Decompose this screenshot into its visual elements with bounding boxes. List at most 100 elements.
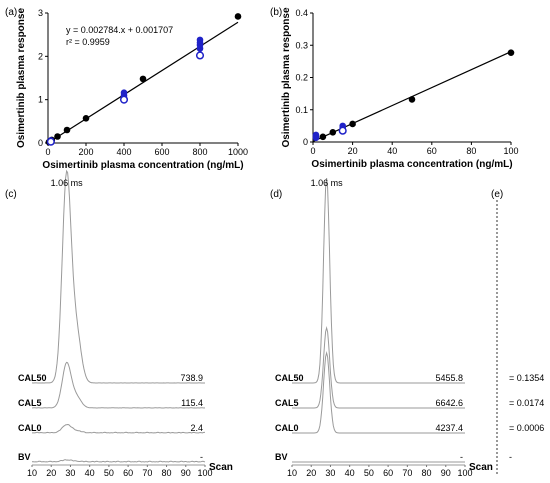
x-tick-label: 30 — [325, 468, 335, 478]
x-tick-label: 60 — [427, 146, 437, 156]
x-tick-label: 90 — [181, 468, 191, 478]
data-point — [195, 51, 205, 60]
data-point — [338, 126, 347, 135]
x-axis-label: Scan — [469, 462, 493, 473]
y-tick-label: 1 — [38, 95, 43, 105]
data-point — [319, 133, 327, 141]
x-tick-label: 50 — [364, 468, 374, 478]
data-point — [82, 115, 90, 122]
peak-label: 1.06 ms — [311, 178, 344, 188]
trace-label: CAL5 — [275, 398, 299, 408]
fit-equation: y = 0.002784.x + 0.001707 — [66, 25, 173, 35]
chromatogram-trace — [292, 326, 465, 409]
x-tick-label: 100 — [197, 468, 212, 478]
trace-value: 2.4 — [190, 423, 203, 433]
x-tick-label: 100 — [503, 146, 518, 156]
x-axis-label: Scan — [209, 462, 233, 473]
data-point — [507, 49, 515, 56]
data-point — [329, 129, 337, 136]
x-tick-label: 600 — [154, 147, 169, 157]
x-tick-label: 90 — [441, 468, 451, 478]
ratio-value: = 0.0174 — [509, 398, 544, 408]
chromatogram-trace — [32, 423, 205, 434]
data-point — [349, 120, 356, 128]
data-point — [196, 36, 204, 44]
y-tick-label: 2 — [38, 51, 43, 61]
ratio-value: = 0.1354 — [509, 373, 544, 383]
y-tick-label: 3 — [38, 8, 43, 18]
data-point — [312, 131, 320, 139]
trace-label: CAL50 — [275, 373, 304, 383]
chromatogram-d: CAL50 5455.8 CAL5 6642.6 CAL0 4237.4 BV - 1.06 m… — [275, 177, 493, 478]
panel-label-e: (e) — [491, 189, 503, 200]
x-tick-label: 40 — [85, 468, 95, 478]
x-tick-label: 70 — [402, 468, 412, 478]
fit-line — [47, 21, 239, 144]
x-tick-label: 0 — [45, 147, 50, 157]
trace-label: CAL0 — [275, 423, 299, 433]
panel-label-c: (c) — [5, 189, 17, 200]
data-point — [119, 95, 129, 104]
x-tick-label: 20 — [46, 468, 56, 478]
y-tick-label: 0.2 — [295, 73, 308, 83]
trace-label: CAL5 — [18, 398, 42, 408]
panel-label-d: (d) — [270, 189, 282, 200]
y-axis-label: Osimertinib plasma response — [281, 7, 292, 147]
chromatogram-trace — [31, 459, 206, 463]
trace-label: BV — [18, 452, 31, 462]
trace-value: - — [200, 452, 203, 462]
x-tick-label: 800 — [192, 147, 207, 157]
trace-value: - — [460, 452, 463, 462]
trace-value: 4237.4 — [435, 423, 463, 433]
data-point — [63, 126, 71, 134]
r-squared: r² = 0.9959 — [66, 37, 110, 47]
x-tick-label: 100 — [457, 468, 472, 478]
x-tick-label: 80 — [422, 468, 432, 478]
panel-label-a: (a) — [5, 7, 17, 18]
x-tick-label: 10 — [27, 468, 37, 478]
data-point — [408, 96, 416, 103]
chromatogram-trace — [31, 169, 205, 384]
trace-label: CAL50 — [18, 373, 47, 383]
trace-label: CAL0 — [18, 423, 42, 433]
trace-value: 6642.6 — [435, 398, 463, 408]
chromatogram-trace — [292, 351, 465, 434]
x-tick-label: 0 — [310, 146, 315, 156]
calibration-chart-a: 0 200 400 600 800 1000 0 1 2 3 Osimertinib plasma … — [16, 8, 248, 171]
x-tick-label: 80 — [162, 468, 172, 478]
x-tick-label: 80 — [466, 146, 476, 156]
x-tick-label: 1000 — [228, 147, 248, 157]
trace-value: 115.4 — [181, 398, 203, 408]
panel-label-b: (b) — [270, 7, 282, 18]
data-point — [139, 75, 147, 83]
chromatogram-c: CAL50 738.9 CAL5 115.4 CAL0 2.4 BV - 1.06 ms 10 20… — [18, 169, 233, 478]
trace-label: BV — [275, 452, 288, 462]
y-tick-label: 0 — [38, 138, 43, 148]
data-point — [46, 137, 55, 146]
chromatogram-trace — [292, 177, 465, 384]
y-tick-label: 0.1 — [295, 105, 308, 115]
y-tick-label: 0 — [303, 137, 308, 147]
trace-value: 5455.8 — [435, 373, 463, 383]
peak-label: 1.06 ms — [51, 178, 84, 188]
x-axis-label: Osimertinib plasma concentration (ng/mL) — [311, 159, 512, 170]
x-tick-label: 200 — [78, 147, 93, 157]
x-tick-label: 20 — [348, 146, 358, 156]
x-axis-label: Osimertinib plasma concentration (ng/mL) — [42, 160, 243, 171]
data-point — [234, 13, 242, 20]
y-axis-label: Osimertinib plasma response — [16, 8, 27, 148]
x-tick-label: 70 — [142, 468, 152, 478]
x-tick-label: 30 — [65, 468, 75, 478]
x-tick-label: 10 — [287, 468, 297, 478]
y-tick-label: 0.4 — [295, 8, 308, 18]
ratio-table-e: = 0.1354 = 0.0174 = 0.0006 - — [496, 200, 544, 475]
trace-value: 738.9 — [180, 373, 203, 383]
x-tick-label: 60 — [123, 468, 133, 478]
chromatogram-trace — [31, 361, 206, 409]
data-point — [54, 133, 61, 140]
ratio-value: = 0.0006 — [509, 423, 544, 433]
x-tick-label: 40 — [345, 468, 355, 478]
x-tick-label: 20 — [306, 468, 316, 478]
